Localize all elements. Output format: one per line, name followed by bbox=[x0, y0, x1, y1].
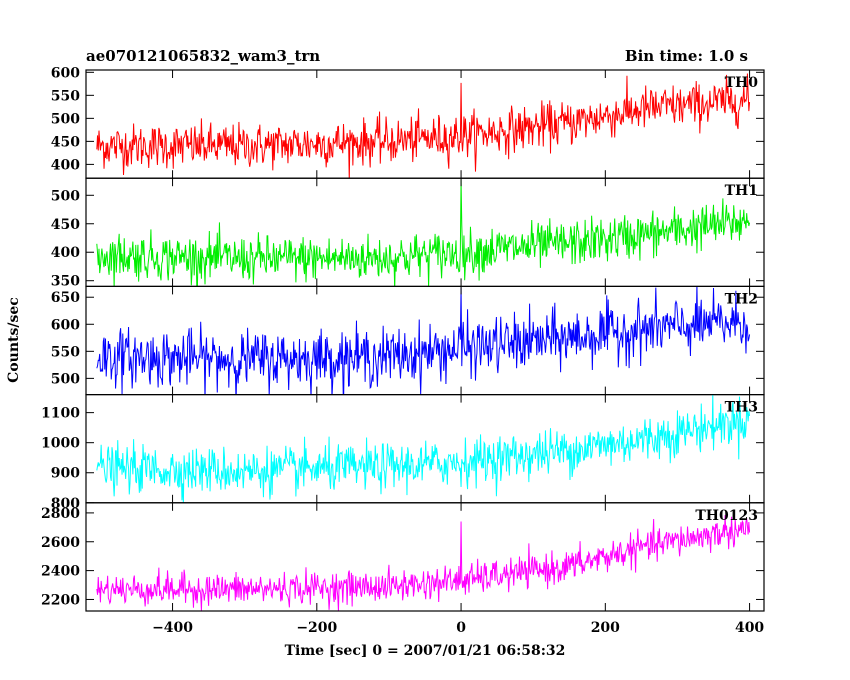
series-line-th3 bbox=[96, 394, 751, 503]
y-tick-label: 2600 bbox=[41, 535, 80, 551]
y-tick-label: 800 bbox=[51, 496, 80, 512]
panel-label-th0123: TH0123 bbox=[695, 508, 758, 524]
y-tick-label: 500 bbox=[51, 371, 80, 387]
y-tick-label: 400 bbox=[51, 157, 80, 173]
y-tick-label: 600 bbox=[51, 317, 80, 333]
x-tick-label: 200 bbox=[591, 620, 620, 636]
y-tick-label: 500 bbox=[51, 111, 80, 127]
y-tick-label: 2200 bbox=[41, 592, 80, 608]
panel-th1: 350 400 450 500 TH1 bbox=[51, 177, 765, 290]
chart-title-right: Bin time: 1.0 s bbox=[625, 47, 748, 65]
panel-frame bbox=[85, 502, 765, 612]
chart-title-left: ae070121065832_wam3_trn bbox=[86, 47, 320, 65]
x-axis: −400 −200 0 200 400 bbox=[152, 620, 764, 636]
y-tick-label: 550 bbox=[51, 344, 80, 360]
series-line-th2 bbox=[96, 286, 751, 395]
y-tick-label: 450 bbox=[51, 134, 80, 150]
panel-th0: 400 450 500 550 600 TH0 bbox=[51, 65, 765, 179]
panel-label-th2: TH2 bbox=[725, 291, 758, 307]
panel-th0123: 2200 2400 2600 2800 TH0123 bbox=[41, 502, 765, 612]
y-tick-label: 900 bbox=[51, 466, 80, 482]
y-tick-label: 1000 bbox=[41, 436, 80, 452]
y-tick-label: 2400 bbox=[41, 564, 80, 580]
y-tick-label: 650 bbox=[51, 290, 80, 306]
y-tick-label: 1100 bbox=[41, 406, 80, 422]
y-tick-label: 2800 bbox=[41, 506, 80, 522]
panels-group: 400 450 500 550 600 TH0 350 400 450 500 TH1 500 550 6… bbox=[41, 65, 765, 612]
x-tick-label: −200 bbox=[296, 620, 337, 636]
series-line-th1 bbox=[96, 179, 751, 287]
y-tick-label: 400 bbox=[51, 245, 80, 261]
panel-th2: 500 550 600 650 TH2 bbox=[51, 285, 765, 396]
y-tick-label: 450 bbox=[51, 217, 80, 233]
y-tick-label: 350 bbox=[51, 274, 80, 290]
y-tick-label: 550 bbox=[51, 88, 80, 104]
panel-th3: 800 900 1000 1100 TH3 bbox=[41, 394, 765, 512]
panel-label-th1: TH1 bbox=[725, 183, 758, 199]
panel-label-th0: TH0 bbox=[725, 75, 759, 91]
x-tick-label: 400 bbox=[735, 620, 764, 636]
series-line-th0123 bbox=[96, 515, 751, 611]
y-tick-label: 500 bbox=[51, 188, 80, 204]
panel-label-th3: TH3 bbox=[725, 400, 758, 416]
x-axis-label: Time [sec] 0 = 2007/01/21 06:58:32 bbox=[285, 643, 566, 659]
x-tick-label: 0 bbox=[456, 620, 466, 636]
x-tick-label: −400 bbox=[152, 620, 193, 636]
y-tick-label: 600 bbox=[51, 65, 80, 81]
series-line-th0 bbox=[96, 73, 751, 179]
y-axis-label: Counts/sec bbox=[6, 297, 22, 383]
panel-frame bbox=[85, 69, 765, 179]
